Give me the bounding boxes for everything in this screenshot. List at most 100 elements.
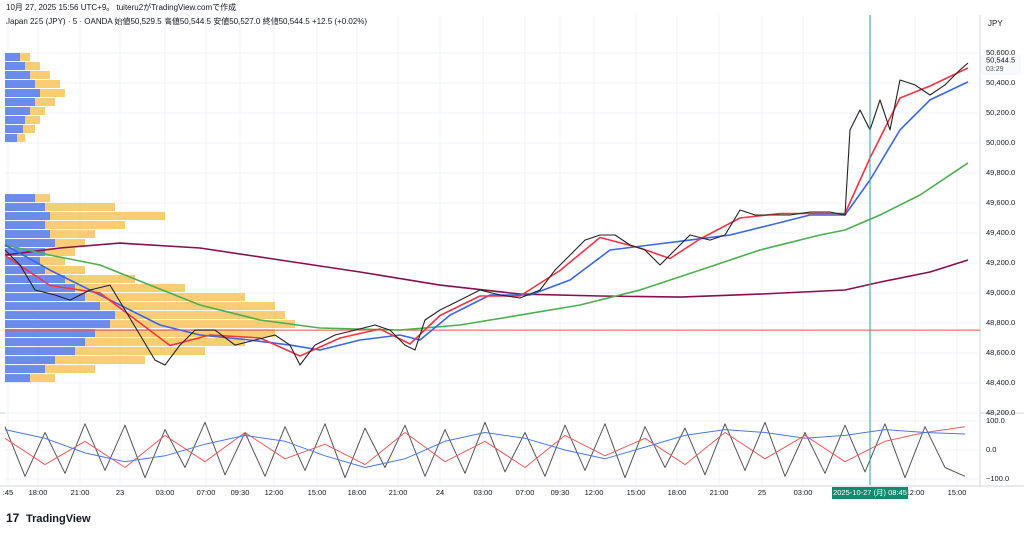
x-tick-label: 21:00 [389,488,408,497]
profile-bar-up [35,98,55,107]
x-tick-label: 24 [436,488,444,497]
line-series [4,242,969,298]
line-series [4,81,969,351]
profile-bar-up [95,329,275,338]
x-tick-label: 09:30 [231,488,250,497]
profile-bar-down [5,374,30,383]
y-tick-label: 49,000.0 [986,288,1015,297]
profile-bar-down [5,89,40,98]
profile-bar-up [45,248,75,257]
y-tick-label: 49,600.0 [986,198,1015,207]
profile-bar-down [5,212,50,221]
x-tick-label: 15:00 [308,488,327,497]
profile-bar-down [5,338,85,347]
chart-title: 10月 27, 2025 15:56 UTC+9。 tuiteru2がTradi… [6,2,236,12]
x-tick-label: 03:00 [474,488,493,497]
profile-bar-down [5,302,100,311]
profile-bar-up [30,374,55,383]
x-tick-label: 12:00 [585,488,604,497]
profile-bar-down [5,239,55,248]
x-tick-label: 07:00 [516,488,535,497]
profile-bar-up [35,80,60,89]
profile-bar-up [40,257,65,266]
profile-bar-down [5,284,75,293]
last-price-label: 50,544.5 [986,55,1015,64]
profile-bar-up [20,53,30,62]
profile-bar-down [5,230,50,239]
x-tick-label: 21:00 [71,488,90,497]
line-series [4,421,966,479]
profile-bar-up [45,365,95,374]
logo-mark: 17 [6,511,20,525]
profile-bar-down [5,194,35,203]
profile-bar-up [85,293,245,302]
profile-bar-down [5,329,95,338]
profile-bar-down [5,203,45,212]
profile-bar-up [55,356,145,365]
logo-text: TradingView [26,513,91,525]
profile-bar-up [25,116,40,125]
y-tick-label: 49,200.0 [986,258,1015,267]
profile-bar-down [5,275,65,284]
crosshair-badge [832,487,908,499]
profile-bar-up [17,134,25,143]
profile-bar-down [5,365,45,374]
profile-bar-down [5,311,115,320]
profile-bar-down [5,98,35,107]
profile-bar-up [35,194,50,203]
profile-bar-down [5,221,45,230]
profile-bar-up [115,311,285,320]
osc-tick-label: −100.0 [986,474,1009,483]
profile-bar-up [50,212,165,221]
symbol-info: Japan 225 (JPY) · 5 · OANDA 始値50,529.5 高… [6,16,367,26]
profile-bar-up [50,230,95,239]
profile-bar-down [5,53,20,62]
profile-bar-up [30,107,45,116]
profile-bar-down [5,266,45,275]
profile-bar-up [25,62,40,71]
profile-bar-down [5,293,85,302]
countdown: 03:29 [986,66,1004,73]
x-tick-label: 03:00 [156,488,175,497]
y-tick-label: 48,800.0 [986,318,1015,327]
x-tick-label: 23 [116,488,124,497]
profile-bar-up [75,284,185,293]
profile-bar-up [23,125,35,134]
y-tick-label: 50,000.0 [986,138,1015,147]
profile-bar-up [100,302,275,311]
profile-bar-up [40,89,65,98]
profile-bar-down [5,80,35,89]
x-tick-label: 12:00 [906,488,925,497]
profile-bar-up [75,347,205,356]
currency: JPY [988,19,1003,28]
profile-bar-down [5,116,25,125]
profile-bar-down [5,320,110,329]
x-tick-label: 25 [758,488,766,497]
x-tick-label: 15:00 [948,488,967,497]
profile-bar-down [5,347,75,356]
crosshair-label: 2025-10-27 (月) 08:45 [833,488,907,497]
profile-bar-up [110,320,295,329]
profile-bar-down [5,134,17,143]
x-tick-label: 18:00 [348,488,367,497]
line-series [4,62,969,366]
profile-bar-up [65,275,135,284]
logo: 17 TradingView [6,511,91,525]
y-tick-label: 50,200.0 [986,108,1015,117]
line-series [4,67,969,357]
profile-bar-down [5,107,30,116]
y-tick-label: 49,800.0 [986,168,1015,177]
y-tick-label: 48,400.0 [986,378,1015,387]
x-tick-label: 18:00 [29,488,48,497]
y-tick-label: 50,400.0 [986,78,1015,87]
x-tick-label: 18:00 [668,488,687,497]
grid [5,15,980,485]
osc-tick-label: 100.0 [986,416,1005,425]
x-tick-label: 09:30 [551,488,570,497]
line-series [4,162,969,331]
x-tick-label: 12:00 [265,488,284,497]
y-tick-label: 48,600.0 [986,348,1015,357]
y-tick-label: 49,400.0 [986,228,1015,237]
profile-bar-up [30,71,50,80]
